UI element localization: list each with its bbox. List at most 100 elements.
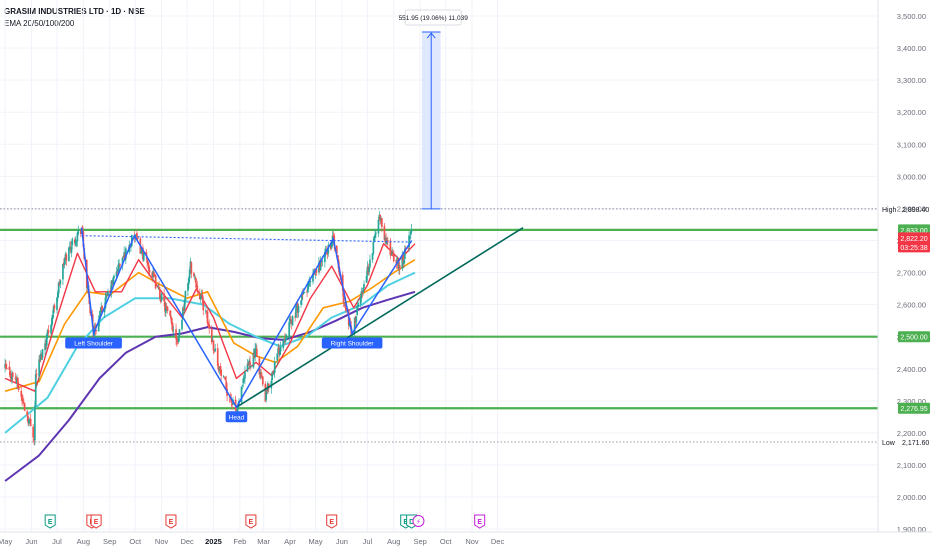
candle-body	[181, 320, 183, 330]
candle-body	[17, 387, 20, 390]
candle-body	[327, 245, 330, 254]
candle-body	[365, 275, 368, 283]
candle-body	[288, 322, 291, 338]
candle-body	[353, 317, 356, 333]
level-value: 2,898.40	[902, 207, 929, 214]
candle-body	[71, 238, 74, 245]
candle-body	[46, 330, 49, 335]
candle-body	[118, 264, 120, 266]
candle-body	[374, 234, 376, 239]
candle-body	[324, 251, 326, 263]
candle-body	[398, 264, 401, 270]
candle-body	[160, 293, 163, 301]
candle-body	[176, 342, 179, 344]
event-symbol: E	[48, 519, 53, 526]
candle-body	[222, 376, 225, 378]
candle-body	[216, 348, 219, 366]
candle-body	[207, 322, 210, 325]
candle-body	[391, 252, 393, 256]
price-label-box	[898, 402, 930, 414]
price-label: 2,276.95	[900, 406, 927, 413]
price-labels: High 2,898.40 Low 2,171.60 2,833.002,822.20 0…	[882, 207, 930, 447]
candle-body	[220, 369, 222, 377]
event-marker: E	[326, 514, 338, 529]
candle-body	[50, 324, 52, 334]
candle-body	[357, 302, 359, 307]
candle-body	[147, 261, 149, 265]
candle-body	[211, 340, 214, 342]
candle-body	[65, 254, 68, 261]
candle-body	[39, 353, 42, 361]
candle-body	[35, 373, 38, 376]
candle-body	[389, 240, 392, 256]
candle-body	[380, 219, 382, 221]
ema100-line	[4, 271, 416, 434]
earnings-badge	[474, 514, 486, 529]
candle-body	[303, 292, 306, 293]
candle-body	[112, 278, 114, 285]
indicator-legend: EMA 20/50/100/200	[4, 19, 75, 28]
candle-body	[76, 232, 79, 242]
candle-body	[230, 399, 233, 403]
candle-body	[313, 272, 316, 275]
candle-body	[206, 311, 209, 324]
x-tick-label: Feb	[233, 537, 246, 546]
candle-body	[377, 219, 380, 234]
candle-body	[11, 372, 14, 377]
event-symbol: D	[409, 519, 414, 526]
candle-body	[68, 246, 71, 248]
candle-body	[163, 293, 165, 302]
candle-body	[105, 294, 108, 299]
candle-body	[201, 294, 204, 300]
candle-body	[40, 354, 43, 359]
x-tick-label: Nov	[155, 537, 169, 546]
candle-body	[300, 300, 302, 305]
candle-body	[199, 292, 201, 300]
candle-body	[175, 329, 177, 340]
candle-body	[385, 237, 387, 243]
x-tick-label: Mar	[257, 537, 270, 546]
candle-body	[284, 338, 286, 340]
candle-body	[392, 254, 395, 261]
y-tick-label: 2,200.00	[897, 429, 926, 438]
candle-body	[295, 307, 297, 318]
candle-body	[182, 308, 184, 319]
level-tag: Low	[882, 440, 896, 447]
candle-body	[204, 310, 207, 312]
candle-body	[290, 318, 292, 320]
candle-body	[157, 286, 160, 288]
candle-body	[33, 438, 35, 441]
candle-body	[283, 338, 285, 343]
candle-body	[252, 352, 255, 368]
event-symbol: E	[329, 519, 334, 526]
pattern-label: Right Shoulder	[331, 340, 375, 347]
event-symbol: E	[403, 519, 408, 526]
candle-body	[403, 260, 405, 264]
candle-body	[276, 353, 279, 361]
candle-body	[109, 290, 112, 292]
x-tick-label: Dec	[180, 537, 194, 546]
candle-body	[45, 343, 47, 345]
candle-body	[402, 255, 404, 263]
candle-body	[267, 383, 270, 389]
candle-body	[39, 359, 41, 361]
candle-body	[110, 280, 113, 293]
candle-body	[193, 273, 195, 277]
candle-body	[240, 386, 243, 403]
candle-body	[409, 231, 412, 235]
candle-body	[243, 378, 245, 380]
candle-body	[379, 214, 382, 222]
candle-body	[63, 258, 66, 265]
candle-body	[285, 337, 288, 340]
candle-body	[51, 314, 54, 319]
candle-body	[169, 311, 171, 316]
candle-body	[318, 262, 320, 273]
candle-body	[69, 246, 72, 252]
candle-body	[164, 307, 167, 314]
candle-body	[255, 348, 257, 350]
candle-body	[242, 378, 245, 384]
candle-body	[14, 377, 17, 379]
pattern: Left Shoulder Head Right Shoulder	[65, 226, 524, 423]
target-arrow-head	[426, 32, 436, 39]
